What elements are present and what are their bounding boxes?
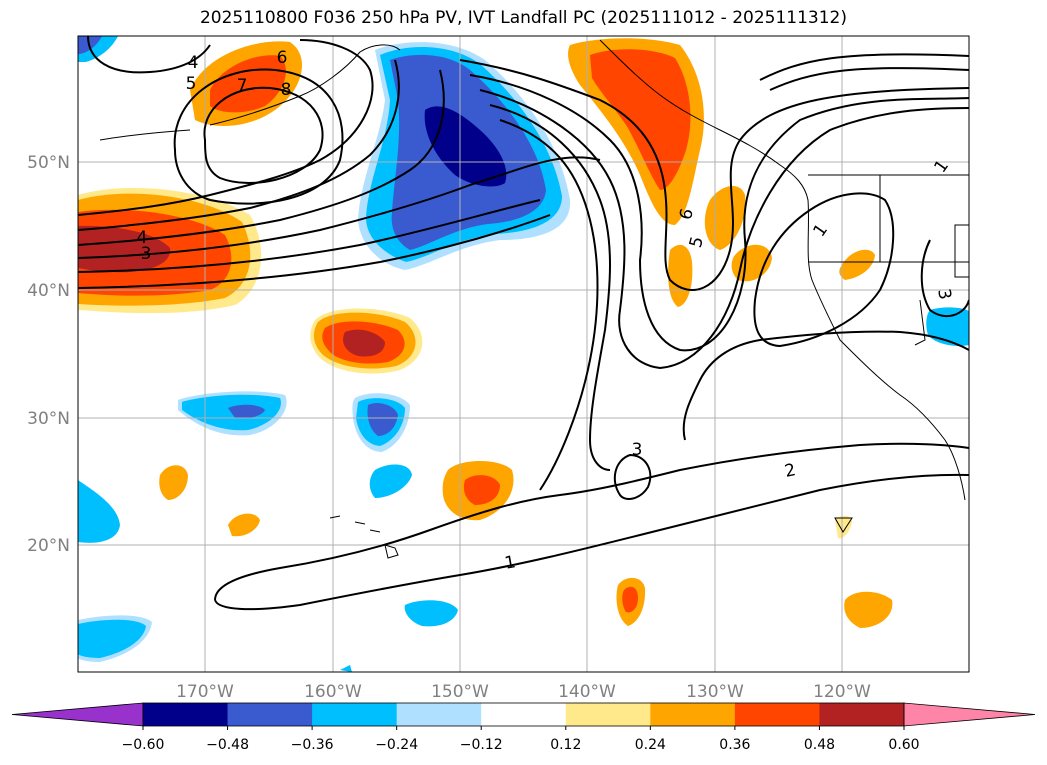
contour-label: 2: [783, 460, 798, 482]
positive-anomaly-coastal-ridge: [568, 38, 704, 225]
colorbar-tick-label: 0.12: [550, 737, 581, 753]
colorbar-tick-label: 0.24: [635, 737, 666, 753]
map-title: 2025110800 F036 250 hPa PV, IVT Landfall…: [199, 8, 847, 28]
colorbar-swatch: [227, 703, 313, 726]
contour-label: 1: [503, 552, 517, 574]
contour-label: 3: [141, 244, 152, 264]
colorbar-swatch: [650, 703, 736, 726]
lon-label: 160°W: [304, 682, 362, 702]
colorbar-ticks: −0.60 −0.48 −0.36 −0.24 −0.12 0.12 0.24 0.36 0.4…: [122, 726, 920, 753]
lat-label: 20°N: [27, 536, 70, 556]
colorbar-swatch: [396, 703, 482, 726]
contour-label: 7: [237, 76, 248, 96]
negative-anomaly-gulf-of-alaska: [358, 42, 571, 270]
colorbar-swatch: [481, 703, 567, 726]
colorbar-swatch: [143, 703, 229, 726]
contour-label: 6: [277, 48, 288, 68]
positive-anomaly-west: [78, 187, 262, 314]
lon-label: 150°W: [431, 682, 489, 702]
colorbar-tick-label: −0.36: [291, 737, 334, 753]
colorbar-extend-high: [903, 702, 1036, 727]
colorbar: [11, 702, 1036, 727]
colorbar-extend-low: [11, 702, 144, 727]
lon-label: 120°W: [813, 682, 871, 702]
contour-label: 5: [686, 234, 708, 250]
colorbar-tick-label: −0.24: [375, 737, 418, 753]
lon-label: 170°W: [176, 682, 234, 702]
lat-label: 50°N: [27, 153, 70, 173]
colorbar-tick-label: 0.60: [888, 737, 919, 753]
longitude-labels: 170°W 160°W 150°W 140°W 130°W 120°W: [176, 682, 871, 702]
colorbar-swatch: [819, 703, 905, 726]
colorbar-frame: [142, 702, 905, 727]
colorbar-tick-label: −0.12: [460, 737, 503, 753]
contour-label: 4: [137, 228, 148, 248]
pv-contours: [78, 36, 969, 611]
colorbar-swatch: [565, 703, 651, 726]
colorbar-tick-label: 0.36: [719, 737, 750, 753]
contour-label: 8: [281, 80, 292, 100]
latitude-labels: 50°N 40°N 30°N 20°N: [27, 153, 70, 556]
contour-label: 6: [676, 206, 698, 222]
lat-label: 30°N: [27, 409, 70, 429]
lat-label: 40°N: [27, 281, 70, 301]
colorbar-swatch: [734, 703, 820, 726]
map-frame: [77, 35, 970, 673]
contour-label: 5: [186, 74, 197, 94]
colorbar-tick-label: 0.48: [804, 737, 835, 753]
colorbar-swatch: [312, 703, 398, 726]
contour-label: 3: [632, 440, 643, 460]
colorbar-tick-label: −0.48: [206, 737, 249, 753]
graticule: [78, 36, 969, 672]
lon-label: 140°W: [558, 682, 616, 702]
lon-label: 130°W: [686, 682, 744, 702]
colorbar-tick-label: −0.60: [122, 737, 165, 753]
contour-label: 4: [188, 53, 199, 73]
contour-label: 3: [933, 287, 955, 301]
coastlines: [99, 39, 969, 559]
